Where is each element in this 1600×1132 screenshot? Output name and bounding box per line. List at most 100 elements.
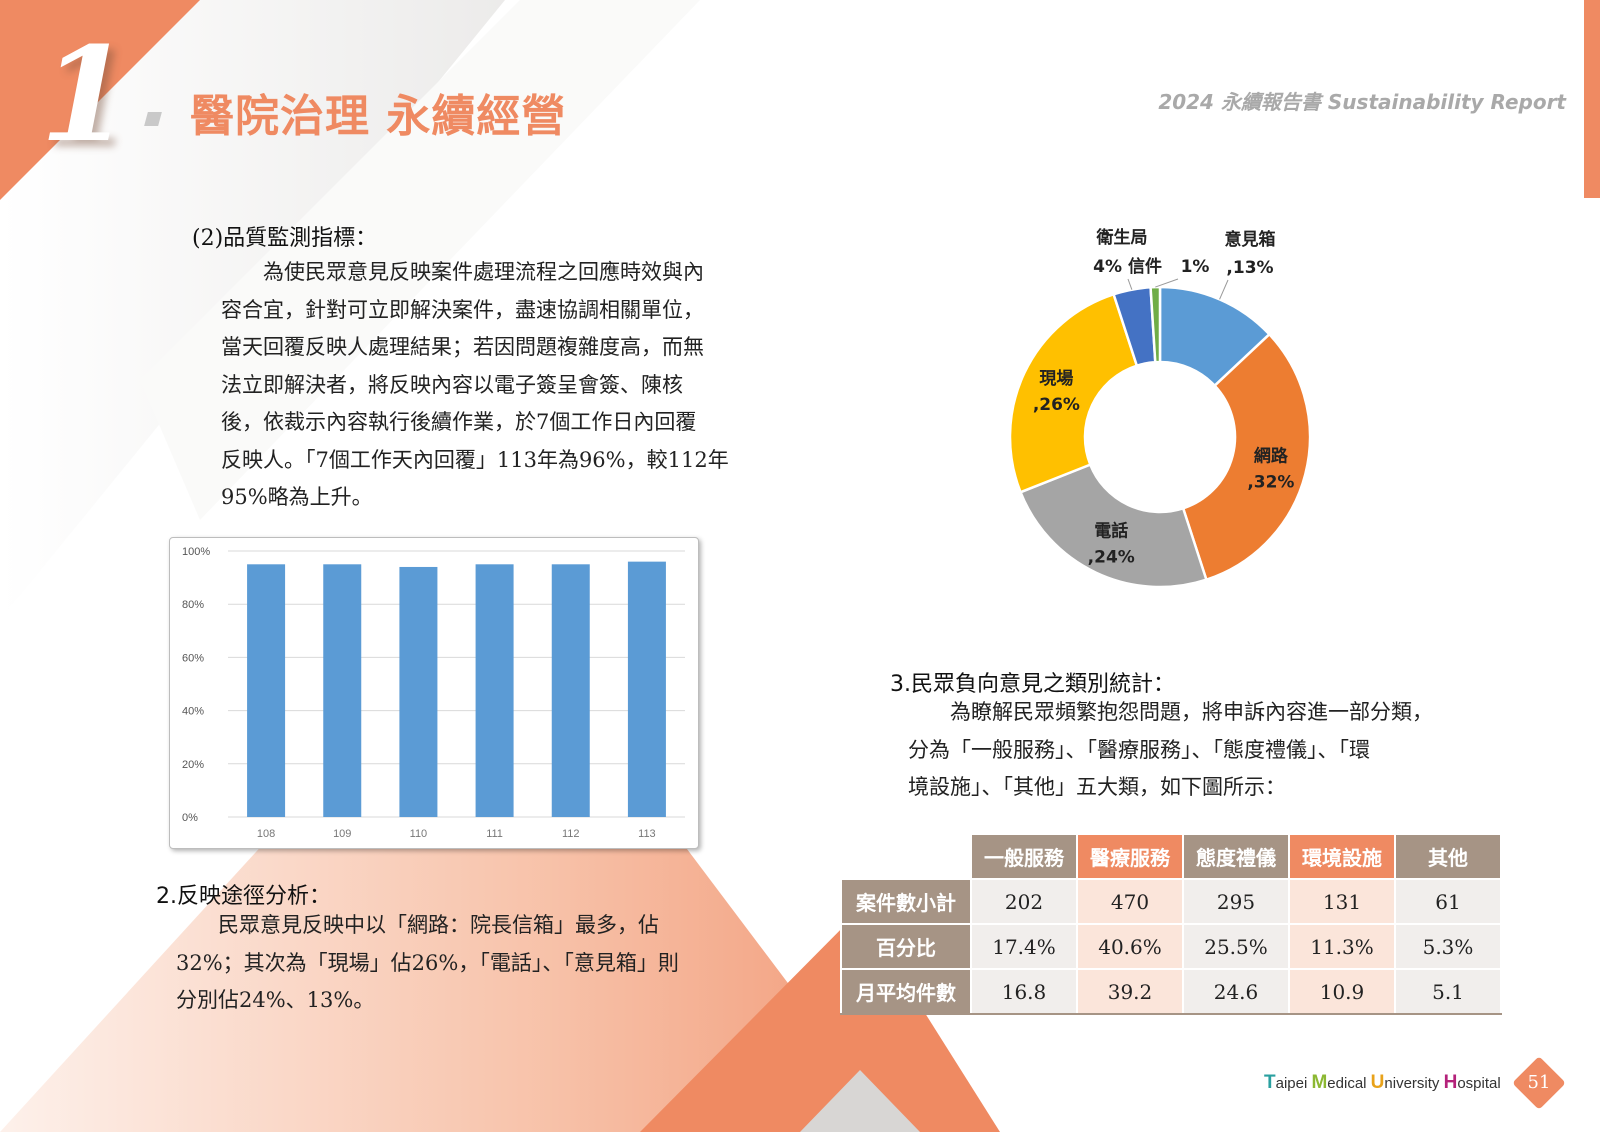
table-cell: 5.3% — [1394, 923, 1502, 970]
table-column-header: 態度禮儀 — [1182, 833, 1290, 880]
quality-heading: (2)品質監測指標： — [192, 226, 378, 251]
x-tick-label: 110 — [410, 828, 428, 840]
logo-letter: H — [1443, 1072, 1458, 1093]
table-row-header: 月平均件數 — [840, 968, 972, 1015]
y-tick-label: 40% — [182, 706, 204, 718]
table-row-header: 案件數小計 — [840, 878, 972, 925]
chapter-number: 1 — [40, 18, 131, 171]
leader-line — [1219, 279, 1229, 300]
donut-label: 4% — [1093, 257, 1122, 277]
quality-line: 法立即解決者，將反映內容以電子簽呈會簽、陳核 — [221, 372, 683, 397]
quality-line: 容合宜，針對可立即解決案件，盡速協調相關單位， — [221, 297, 704, 322]
bar — [627, 561, 666, 817]
category-heading: 3.民眾負向意見之類別統計： — [890, 672, 1175, 697]
table-cell: 11.3% — [1288, 923, 1396, 970]
channel-line: 32%；其次為「現場」佔26%，「電話」、「意見箱」則 — [176, 950, 679, 975]
table-column-header: 環境設施 — [1288, 833, 1396, 880]
donut-slice — [1181, 332, 1312, 582]
table-row: 案件數小計 202 470 295 131 61 — [840, 878, 1502, 925]
logo-text: niversity — [1384, 1075, 1444, 1092]
table-column-header: 一般服務 — [970, 833, 1078, 880]
bar — [247, 564, 286, 817]
x-tick-label: 112 — [562, 828, 580, 840]
category-line: 為瞭解民眾頻繁抱怨問題，將申訴內容進一部分類， — [950, 700, 1433, 724]
x-tick-label: 111 — [486, 828, 503, 840]
table-cell: 295 — [1182, 878, 1290, 925]
donut-label: ,13% — [1226, 258, 1273, 278]
quality-line: 後，依裁示內容執行後續作業，於7個工作日內回覆 — [221, 410, 697, 434]
table-cell: 61 — [1394, 878, 1502, 925]
bar-chart-svg: 0% 20% 40% 60% 80% 100% 108 109 110 111 112 113 — [182, 546, 685, 840]
table-row-header: 百分比 — [840, 923, 972, 970]
donut-label: ,26% — [1033, 395, 1080, 415]
table-header-row: 一般服務 醫療服務 態度禮儀 環境設施 其他 — [840, 833, 1502, 880]
donut-label: 信件 — [1128, 256, 1162, 277]
donut-label: ,32% — [1247, 472, 1294, 492]
quality-line: 95%略為上升。 — [221, 485, 373, 509]
donut-label: 網路 — [1254, 445, 1289, 466]
y-tick-label: 20% — [182, 759, 204, 771]
report-title: 2024 永續報告書 Sustainability Report — [1158, 90, 1566, 114]
bar — [323, 564, 362, 817]
table-cell: 24.6 — [1182, 968, 1290, 1015]
table-cell: 10.9 — [1288, 968, 1396, 1015]
x-tick-label: 109 — [333, 828, 351, 840]
donut-label: 1% — [1181, 257, 1210, 277]
donut-label: 電話 — [1094, 521, 1128, 542]
donut-label: 意見箱 — [1225, 229, 1276, 250]
table-row: 百分比 17.4% 40.6% 25.5% 11.3% 5.3% — [840, 923, 1502, 970]
donut-label: 衛生局 — [1096, 227, 1148, 248]
logo-text: aipei — [1275, 1075, 1312, 1092]
table-cell: 17.4% — [970, 923, 1078, 970]
table-cell: 5.1 — [1394, 968, 1502, 1015]
x-tick-label: 113 — [638, 828, 656, 840]
donut-label: ,24% — [1088, 548, 1135, 568]
channel-paragraph: 民眾意見反映中以「網路：院長信箱」最多，佔 32%；其次為「現場」佔26%，「電… — [176, 907, 766, 1020]
quality-line: 為使民眾意見反映案件處理流程之回應時效與內 — [263, 260, 704, 284]
logo-letter: T — [1264, 1072, 1276, 1093]
hospital-logo-text: Taipei Medical University Hospital — [1264, 1072, 1501, 1094]
orange-edge-tab — [1584, 0, 1600, 198]
bar — [551, 564, 590, 817]
logo-letter: U — [1370, 1072, 1385, 1093]
channel-line: 民眾意見反映中以「網路：院長信箱」最多，佔 — [218, 913, 659, 937]
table-column-header: 醫療服務 — [1076, 833, 1184, 880]
table-cell: 470 — [1076, 878, 1184, 925]
quality-paragraph: 為使民眾意見反映案件處理流程之回應時效與內 容合宜，針對可立即解決案件，盡速協調… — [221, 254, 761, 517]
table-cell: 131 — [1288, 878, 1396, 925]
category-paragraph: 為瞭解民眾頻繁抱怨問題，將申訴內容進一部分類， 分為「一般服務」、「醫療服務」、… — [908, 694, 1508, 807]
y-tick-label: 0% — [182, 812, 198, 824]
table-column-header: 其他 — [1394, 833, 1502, 880]
donut-slice — [1008, 292, 1139, 494]
category-line: 境設施」、「其他」五大類，如下圖所示： — [908, 775, 1286, 799]
y-tick-label: 80% — [182, 599, 204, 611]
donut-slice — [1149, 285, 1162, 364]
channel-line: 分別佔24%、13%。 — [176, 988, 375, 1012]
table-cell: 16.8 — [970, 968, 1078, 1015]
quality-line: 當天回覆反映人處理結果；若因問題複雜度高，而無 — [221, 335, 704, 359]
table-cell: 39.2 — [1076, 968, 1184, 1015]
leader-line — [1127, 278, 1133, 290]
quality-line: 反映人。「7個工作天內回覆」113年為96%，較112年 — [221, 447, 729, 472]
channel-donut-chart: 網路 ,32% 電話 ,24% 現場 ,26% 意見箱 ,13% 衛生局 4% 信件 1% — [1008, 227, 1312, 589]
reply-rate-bar-chart: 0% 20% 40% 60% 80% 100% 108 109 110 111 112 113 — [169, 537, 699, 849]
channel-heading: 2.反映途徑分析： — [156, 884, 331, 909]
logo-text: ospital — [1457, 1075, 1501, 1092]
bar — [399, 566, 438, 817]
y-tick-label: 100% — [182, 546, 210, 558]
table-cell: 40.6% — [1076, 923, 1184, 970]
page-number: 51 — [1527, 1072, 1551, 1093]
page-number-badge: 51 — [1512, 1056, 1566, 1110]
chapter-title: 醫院治理 永續經營 — [190, 91, 567, 142]
table-cell: 202 — [970, 878, 1078, 925]
category-line: 分為「一般服務」、「醫療服務」、「態度禮儀」、「環 — [908, 737, 1370, 762]
y-tick-label: 60% — [182, 652, 204, 664]
logo-text: edical — [1327, 1075, 1371, 1092]
leader-line — [1155, 278, 1179, 288]
bar — [475, 564, 514, 817]
category-stats-table: 一般服務 醫療服務 態度禮儀 環境設施 其他 案件數小計 202 470 295… — [840, 833, 1502, 1015]
donut-slice — [1018, 462, 1208, 589]
logo-letter: M — [1311, 1072, 1328, 1093]
donut-label: 現場 — [1039, 369, 1073, 389]
